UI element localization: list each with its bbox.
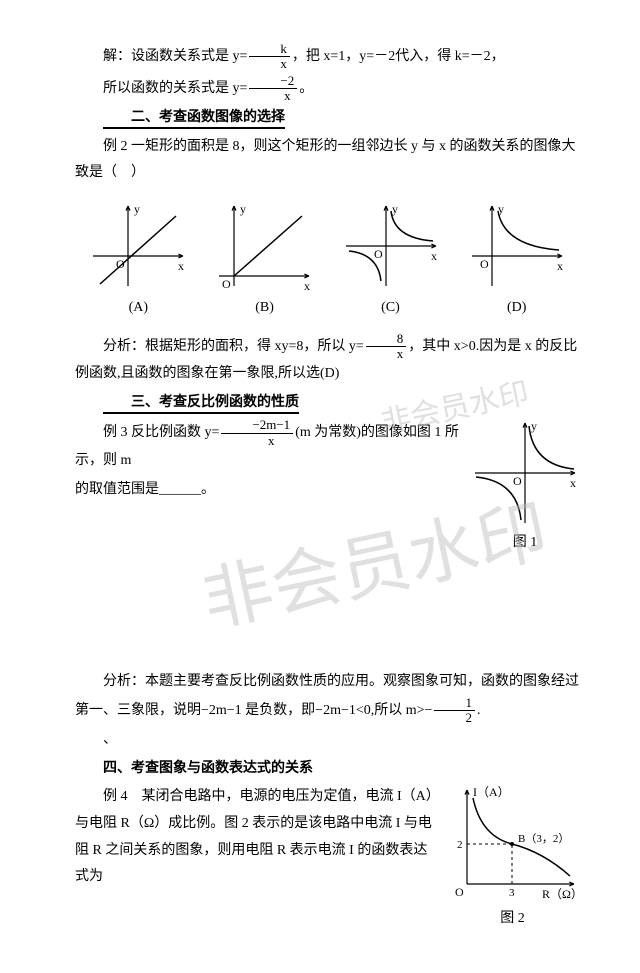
chart-c-svg: x y O <box>341 201 441 291</box>
heading-4: 四、考查图象与函数表达式的关系 <box>75 756 580 783</box>
chart-labels: (A) (B) (C) (D) <box>75 295 580 322</box>
solution-line-2: 所以函数的关系式是 y=−2x。 <box>75 74 580 104</box>
svg-text:y: y <box>392 202 398 216</box>
heading-text: 二、考查函数图像的选择 <box>103 110 285 129</box>
chart-d: xyO <box>467 201 567 291</box>
figure-2: I（A） R（Ω） O 2 3 B（3，2） 图 2 <box>445 784 580 933</box>
chart-d-svg: xyO <box>467 201 567 291</box>
svg-text:3: 3 <box>509 887 515 899</box>
chart-a-svg: xyO <box>88 201 188 291</box>
chart-b: x y O <box>214 201 314 291</box>
label-b: (B) <box>255 295 274 322</box>
svg-text:O: O <box>513 474 522 488</box>
figure-1-caption: 图 1 <box>470 530 580 557</box>
text: . <box>477 703 481 718</box>
label-a: (A) <box>129 295 148 322</box>
svg-text:y: y <box>531 419 537 433</box>
heading-3: 三、考查反比例函数的性质 <box>75 390 580 417</box>
svg-text:B（3，2）: B（3，2） <box>518 832 569 845</box>
chart-c: x y O <box>341 201 441 291</box>
fraction-half: 12 <box>434 696 475 726</box>
fraction-k-x: kx <box>249 42 290 72</box>
chart-a: xyO <box>88 201 188 291</box>
text: 分析：本题主要考查反比例函数性质的应用。观察图象可知，函数的图象经过第一、三象限… <box>75 674 579 718</box>
svg-text:I（A）: I（A） <box>473 785 510 799</box>
heading-text: 四、考查图象与函数表达式的关系 <box>103 761 313 776</box>
stray-mark: 、 <box>75 727 580 754</box>
text: 。 <box>299 81 313 96</box>
heading-text: 三、考查反比例函数的性质 <box>103 395 299 414</box>
text: 分析：根据矩形的面积，得 xy=8，所以 y= <box>103 339 364 354</box>
svg-text:R（Ω）: R（Ω） <box>542 887 580 901</box>
figure-1-svg: x y O <box>470 418 580 528</box>
chart-b-svg: x y O <box>214 201 314 291</box>
svg-text:O: O <box>455 885 464 899</box>
svg-text:y: y <box>134 202 140 216</box>
solution-line-1: 解：设函数关系式是 y=kx，把 x=1，y=－2代入，得 k=－2， <box>75 42 580 72</box>
svg-text:O: O <box>480 257 489 271</box>
text: 所以函数的关系式是 y= <box>103 81 247 96</box>
figure-2-caption: 图 2 <box>445 906 580 933</box>
svg-text:x: x <box>557 259 563 273</box>
example-2: 例 2 一矩形的面积是 8，则这个矩形的一组邻边长 y 与 x 的函数关系的图像… <box>75 134 580 187</box>
heading-2: 二、考查函数图像的选择 <box>75 105 580 132</box>
analysis-2: 分析：根据矩形的面积，得 xy=8，所以 y=8x，其中 x>0.因为是 x 的… <box>75 332 580 388</box>
svg-text:x: x <box>178 259 184 273</box>
svg-text:2: 2 <box>457 839 463 851</box>
fraction-8-x: 8x <box>366 332 407 362</box>
figure-2-svg: I（A） R（Ω） O 2 3 B（3，2） <box>445 784 580 904</box>
chart-options-row: xyO xyO xyO xyO <box>75 201 580 291</box>
svg-text:x: x <box>570 476 576 490</box>
svg-text:O: O <box>222 277 231 291</box>
svg-text:O: O <box>374 247 383 261</box>
figure-1: x y O 图 1 <box>470 418 580 557</box>
label-c: (C) <box>381 295 400 322</box>
fraction-ex3: −2m−1x <box>221 418 293 448</box>
svg-text:y: y <box>240 202 246 216</box>
text: 解：设函数关系式是 y= <box>103 49 247 64</box>
text: ，把 x=1，y=－2代入，得 k=－2， <box>292 49 505 64</box>
analysis-3: 分析：本题主要考查反比例函数性质的应用。观察图象可知，函数的图象经过第一、三象限… <box>75 669 580 725</box>
text: 例 3 反比例函数 y= <box>103 425 219 440</box>
label-d: (D) <box>507 295 526 322</box>
svg-text:x: x <box>304 279 310 291</box>
fraction-neg2-x: −2x <box>249 74 297 104</box>
svg-text:x: x <box>431 249 437 263</box>
